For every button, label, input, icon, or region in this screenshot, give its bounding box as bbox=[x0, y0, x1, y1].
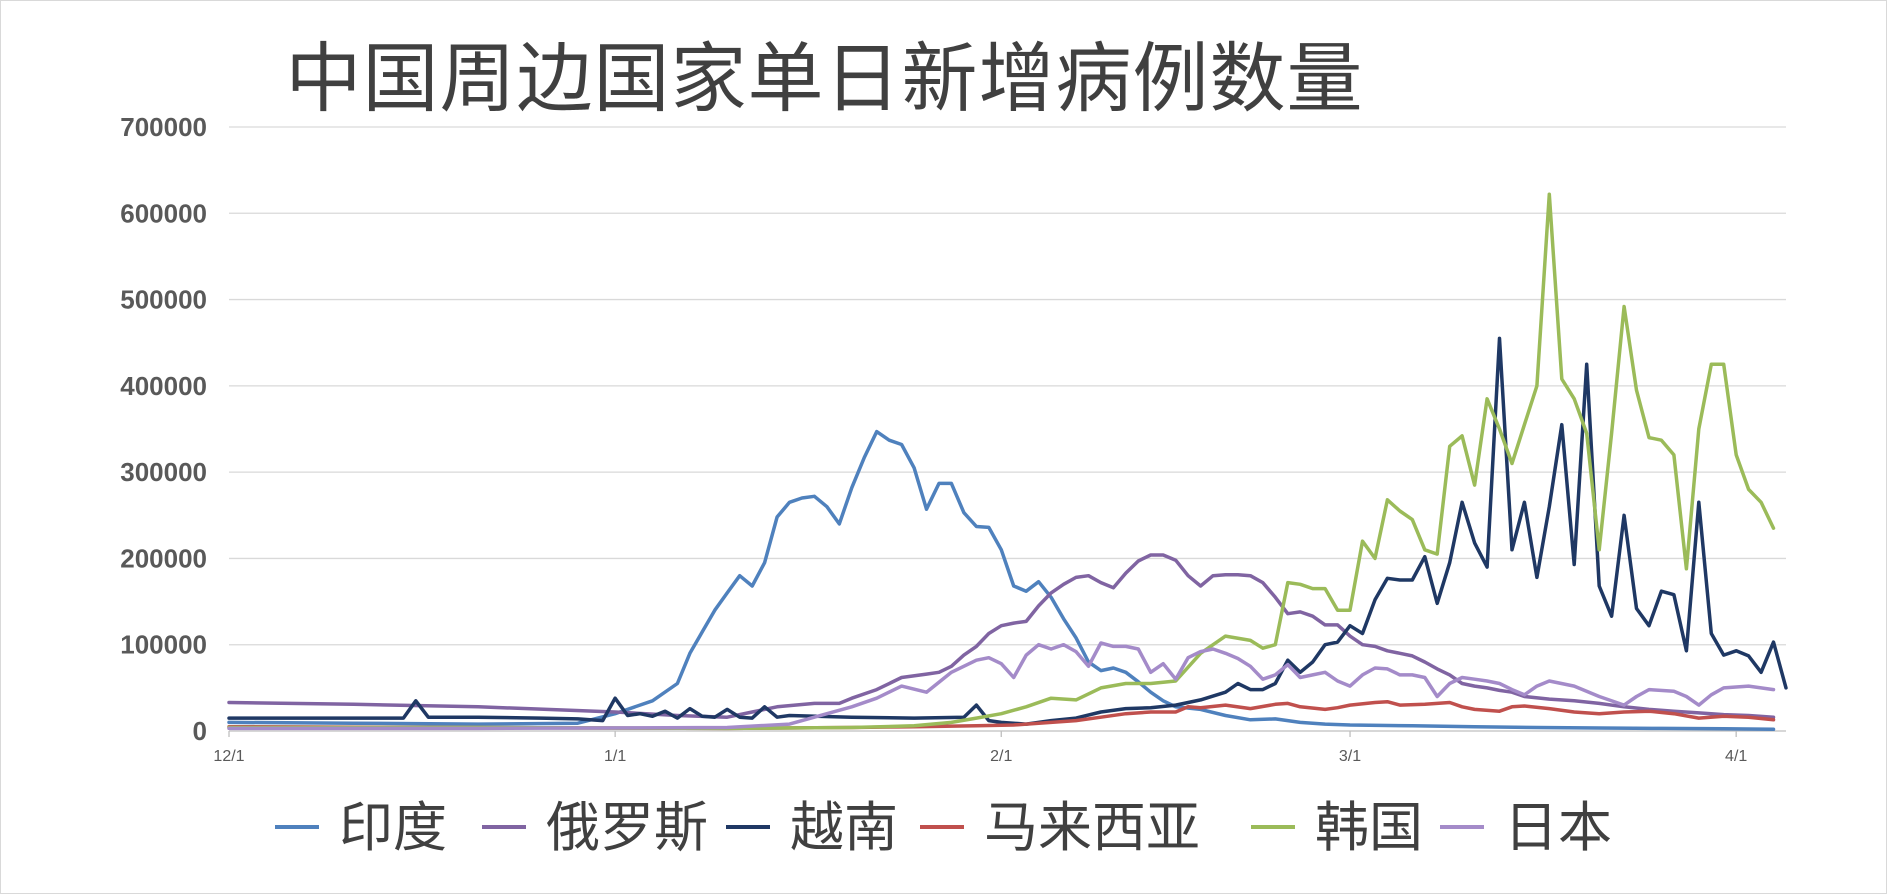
legend-label: 韩国 bbox=[1315, 796, 1423, 859]
x-tick-label: 2/1 bbox=[990, 748, 1012, 765]
y-tick-label: 300000 bbox=[120, 457, 207, 487]
legend-label: 俄罗斯 bbox=[546, 796, 708, 859]
series-line-4 bbox=[227, 699, 1776, 731]
legend-label: 印度 bbox=[339, 796, 447, 859]
y-tick-label: 700000 bbox=[120, 112, 207, 142]
y-tick-label: 600000 bbox=[120, 198, 207, 228]
y-tick-label: 100000 bbox=[120, 630, 207, 660]
legend-label: 越南 bbox=[790, 796, 898, 859]
x-tick-label: 1/1 bbox=[604, 748, 626, 765]
x-tick-label: 12/1 bbox=[213, 748, 244, 765]
x-axis-ticks: 12/1 1/1 2/1 3/1 4/1 bbox=[213, 731, 1747, 765]
y-axis-ticks: 0 100000 200000 300000 400000 500000 600000 700… bbox=[120, 112, 207, 746]
y-tick-label: 400000 bbox=[120, 371, 207, 401]
legend: 印度 俄罗斯 越南 马来西亚 韩国 日本 bbox=[275, 796, 1612, 859]
y-tick-label: 0 bbox=[193, 716, 207, 746]
series-line-2 bbox=[227, 553, 1776, 719]
series-line-3 bbox=[227, 336, 1788, 726]
series-line-6 bbox=[227, 641, 1776, 731]
y-tick-label: 500000 bbox=[120, 285, 207, 315]
series-lines bbox=[227, 192, 1788, 732]
series-line-1 bbox=[227, 429, 1776, 732]
series-line-5 bbox=[227, 192, 1776, 731]
x-tick-label: 4/1 bbox=[1725, 748, 1747, 765]
y-tick-label: 200000 bbox=[120, 543, 207, 573]
legend-label: 马来西亚 bbox=[984, 796, 1200, 859]
x-tick-label: 3/1 bbox=[1339, 748, 1361, 765]
legend-label: 日本 bbox=[1504, 796, 1612, 859]
gridlines bbox=[229, 126, 1786, 732]
chart-title: 中国周边国家单日新增病例数量 bbox=[285, 34, 1364, 123]
